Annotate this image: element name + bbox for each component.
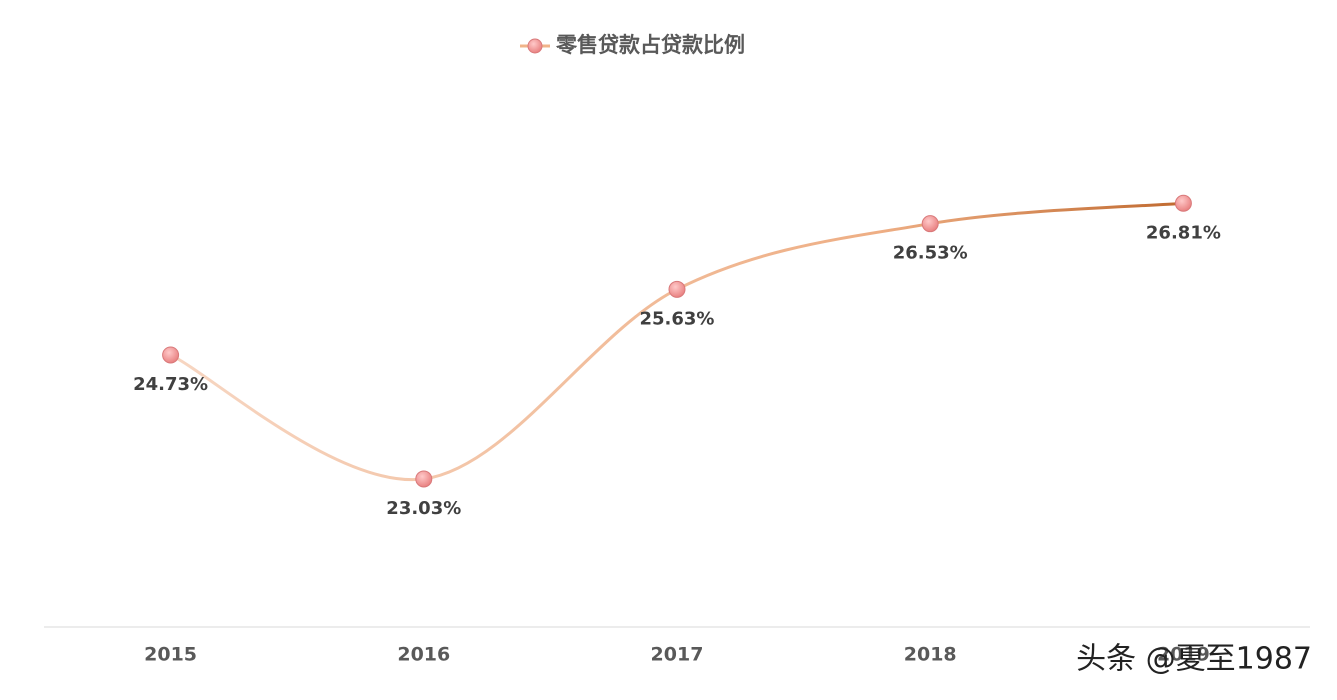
- x-tick-label: 2017: [651, 644, 704, 666]
- point-marker: [921, 215, 939, 233]
- point-marker: [1174, 194, 1192, 212]
- legend-marker: [527, 38, 543, 54]
- watermark: 头条 @夏至1987: [1076, 642, 1312, 677]
- x-tick-label: 2016: [397, 644, 450, 666]
- data-label: 25.63%: [640, 308, 715, 329]
- x-tick-label: 2018: [904, 644, 957, 666]
- data-label: 26.81%: [1146, 222, 1221, 243]
- data-label: 26.53%: [893, 243, 968, 264]
- data-label: 23.03%: [386, 498, 461, 519]
- point-marker: [162, 346, 180, 364]
- data-label: 24.73%: [133, 374, 208, 395]
- series-line: [169, 201, 1184, 482]
- legend-label: 零售贷款占贷款比例: [555, 33, 745, 57]
- point-marker: [668, 280, 686, 298]
- x-tick-label: 2019: [1157, 644, 1210, 666]
- x-tick-label: 2015: [144, 644, 197, 666]
- point-marker: [415, 470, 433, 488]
